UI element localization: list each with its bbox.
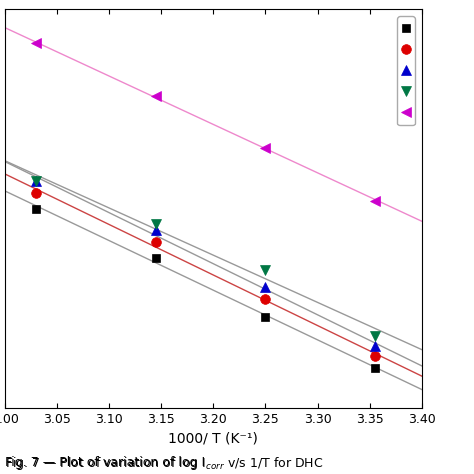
Text: Fig. 7 — Plot of variation of log I: Fig. 7 — Plot of variation of log I xyxy=(5,456,205,469)
Text: Fig. 7 — Plot of variation of log I$_{corr}$ v/s 1/T for DHC: Fig. 7 — Plot of variation of log I$_{co… xyxy=(5,455,323,472)
X-axis label: 1000/ T (K⁻¹): 1000/ T (K⁻¹) xyxy=(168,431,258,445)
Legend: , , , , : , , , , xyxy=(397,17,415,125)
